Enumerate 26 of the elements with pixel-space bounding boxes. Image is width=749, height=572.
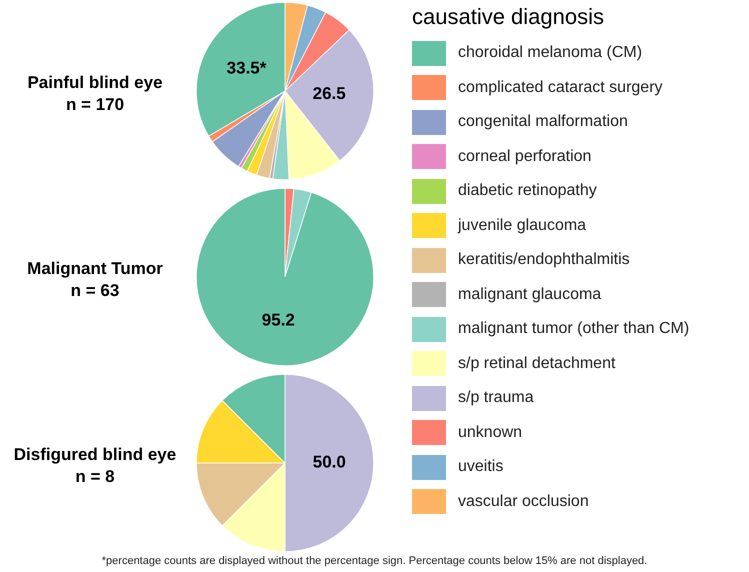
legend-label: corneal perforation [458, 148, 592, 166]
legend-label: complicated cataract surgery [458, 78, 663, 97]
legend-label: s/p trauma [458, 389, 534, 408]
data-label: 95.2 [262, 310, 295, 330]
legend-label: diabetic retinopathy [458, 182, 597, 200]
text: *percentage counts are displayed without the percentage sign. Percentage counts below 15% are not displayed. [100, 555, 648, 567]
text: Disfigured blind eye [12, 444, 178, 466]
legend-title: causative diagnosis [412, 4, 606, 30]
legend-label: keratitis/endophthalmitis [458, 251, 630, 270]
data-label: 50.0 [312, 452, 346, 472]
data-label: 26.5 [312, 84, 346, 103]
data-label: 33.5* [226, 58, 267, 78]
legend-label: juvenile glaucoma [458, 216, 586, 235]
legend-label: choroidal melanoma (CM) [458, 44, 642, 62]
legend-label: uveitis [458, 458, 504, 476]
legend-label: unknown [458, 424, 522, 442]
legend-label: s/p retinal detachment [458, 354, 616, 373]
legend-label: malignant glaucoma [458, 286, 602, 304]
legend-label: vascular occlusion [458, 492, 589, 511]
text: Malignant Tumor [26, 258, 164, 280]
text: Painful blind eye [26, 72, 164, 94]
legend-label: malignant tumor (other than CM) [458, 320, 690, 338]
legend-label: congenital malformation [458, 113, 628, 132]
text: n = 8 [74, 466, 116, 488]
text: n = 170 [64, 94, 126, 116]
text: n = 63 [70, 280, 120, 302]
